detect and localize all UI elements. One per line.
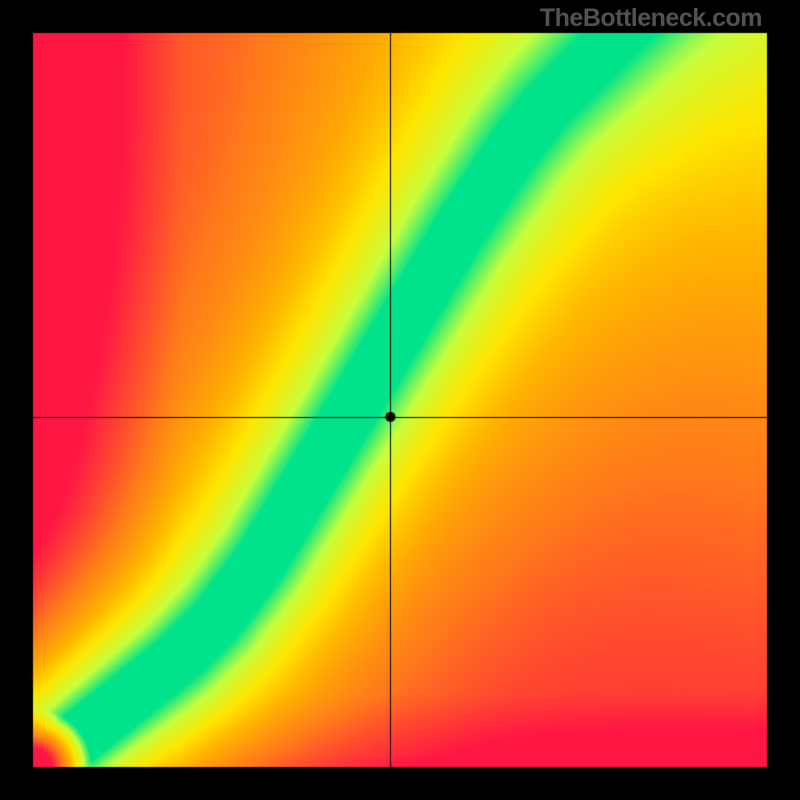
heatmap-canvas [0,0,800,800]
chart-container: TheBottleneck.com [0,0,800,800]
watermark-text: TheBottleneck.com [540,4,762,33]
